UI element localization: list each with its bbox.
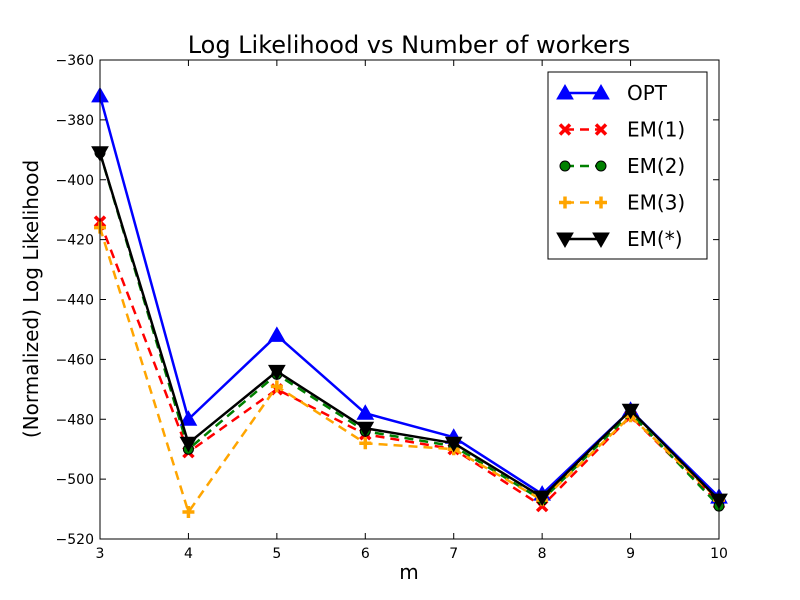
data-point-opt <box>267 326 286 342</box>
y-tick-label: −420 <box>56 233 94 249</box>
legend-box <box>547 71 708 260</box>
series-line-em2 <box>98 152 720 507</box>
legend-item-em1: EM(1) <box>558 118 685 142</box>
x-tick-label: 9 <box>626 546 635 562</box>
data-point-em <box>621 403 640 420</box>
legend-label: EM(1) <box>627 118 685 142</box>
series-em1 <box>93 215 726 513</box>
y-tick-label: −400 <box>56 173 94 189</box>
series-em <box>91 146 728 510</box>
x-tick-label: 8 <box>538 546 547 562</box>
legend-marker <box>592 83 610 100</box>
series-line-em <box>98 152 720 501</box>
legend-marker <box>594 123 608 136</box>
data-point-em3 <box>359 437 372 450</box>
legend-marker <box>556 83 574 100</box>
data-point-opt <box>179 410 198 426</box>
legend-item-opt: OPT <box>556 81 668 105</box>
legend-label: EM(*) <box>627 227 683 251</box>
data-point-em <box>179 436 198 453</box>
x-tick-label: 6 <box>361 546 370 562</box>
legend-label: EM(3) <box>627 191 685 215</box>
legend-item-em3: EM(3) <box>559 191 685 215</box>
x-axis-label: m <box>399 560 418 584</box>
data-point-em <box>444 436 463 453</box>
y-tick-label: −440 <box>56 293 94 309</box>
legend-marker <box>592 232 610 249</box>
data-point-em <box>533 490 552 507</box>
legend-marker <box>595 160 607 172</box>
data-point-em3 <box>270 380 283 393</box>
data-point-em3 <box>182 506 195 519</box>
data-point-opt <box>356 404 375 420</box>
series-line-em3 <box>98 227 720 514</box>
y-tick-label: −460 <box>56 352 94 368</box>
x-tick-label: 5 <box>272 546 281 562</box>
y-tick-label: −500 <box>56 472 94 488</box>
legend-marker <box>558 123 572 136</box>
legend-item-em2: EM(2) <box>559 154 685 178</box>
legend-label: OPT <box>627 81 668 105</box>
x-tick-label: 10 <box>710 546 728 562</box>
legend-label: EM(2) <box>627 154 685 178</box>
chart-title: Log Likelihood vs Number of workers <box>188 31 631 59</box>
data-point-em <box>267 364 286 381</box>
legend-item-em: EM(*) <box>556 227 683 251</box>
legend-marker <box>559 196 571 209</box>
series-line-em1 <box>98 221 720 508</box>
x-tick-label: 3 <box>96 546 105 562</box>
legend-marker <box>595 196 607 209</box>
y-axis-label: (Normalized) Log Likelihood <box>19 160 43 438</box>
series-em3 <box>94 221 725 519</box>
legend-marker <box>559 160 571 172</box>
legend-marker <box>556 232 574 249</box>
x-tick-label: 4 <box>184 546 193 562</box>
y-tick-label: −480 <box>56 412 94 428</box>
y-tick-label: −360 <box>56 53 94 69</box>
legend: OPT EM(1) EM(2) EM(3) EM(*) <box>547 71 708 260</box>
y-tick-label: −520 <box>56 532 94 548</box>
data-point-em <box>356 421 375 438</box>
y-tick-label: −380 <box>56 113 94 129</box>
x-tick-label: 7 <box>449 546 458 562</box>
